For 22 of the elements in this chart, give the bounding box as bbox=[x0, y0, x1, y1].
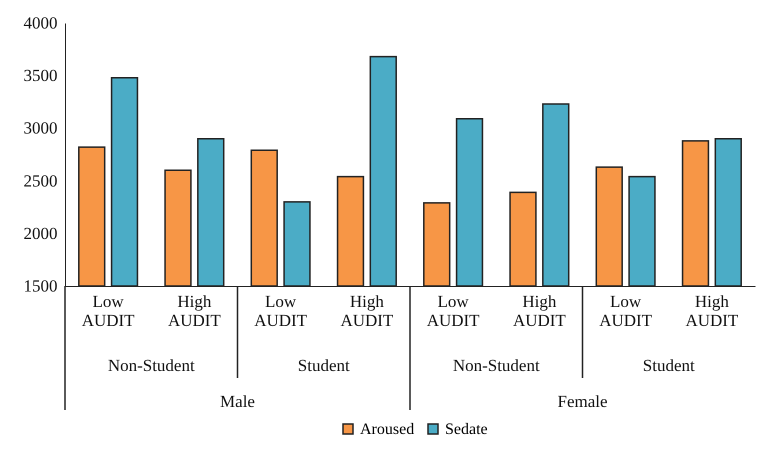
text: Male bbox=[220, 392, 255, 411]
legend-label: Sedate bbox=[445, 421, 488, 438]
x-tick-label: High AUDIT bbox=[512, 292, 566, 330]
y-tick-label: 1500 bbox=[24, 276, 58, 296]
y-tick-label: 2000 bbox=[24, 224, 58, 243]
x-tick-label: High AUDIT bbox=[685, 292, 739, 330]
text: Student bbox=[642, 356, 695, 375]
y-tick-label: 2500 bbox=[24, 171, 58, 190]
y-tick-label: 4000 bbox=[24, 14, 58, 32]
legend-label: Aroused bbox=[360, 421, 414, 438]
x-tick-label: Low AUDIT bbox=[599, 292, 653, 330]
text: Female bbox=[557, 392, 608, 411]
x-tick-label: High AUDIT bbox=[340, 292, 394, 330]
x-tick-label: High AUDIT bbox=[168, 292, 222, 330]
text: Student bbox=[298, 356, 350, 375]
y-tick-label: 3500 bbox=[24, 66, 58, 86]
text: Non-Student bbox=[452, 356, 540, 375]
text: Non-Student bbox=[108, 356, 195, 375]
x-tick-label: Low AUDIT bbox=[254, 292, 308, 330]
x-tick-label: Low AUDIT bbox=[82, 292, 136, 330]
y-tick-label: 3000 bbox=[24, 118, 58, 138]
x-tick-label: Low AUDIT bbox=[426, 292, 480, 330]
